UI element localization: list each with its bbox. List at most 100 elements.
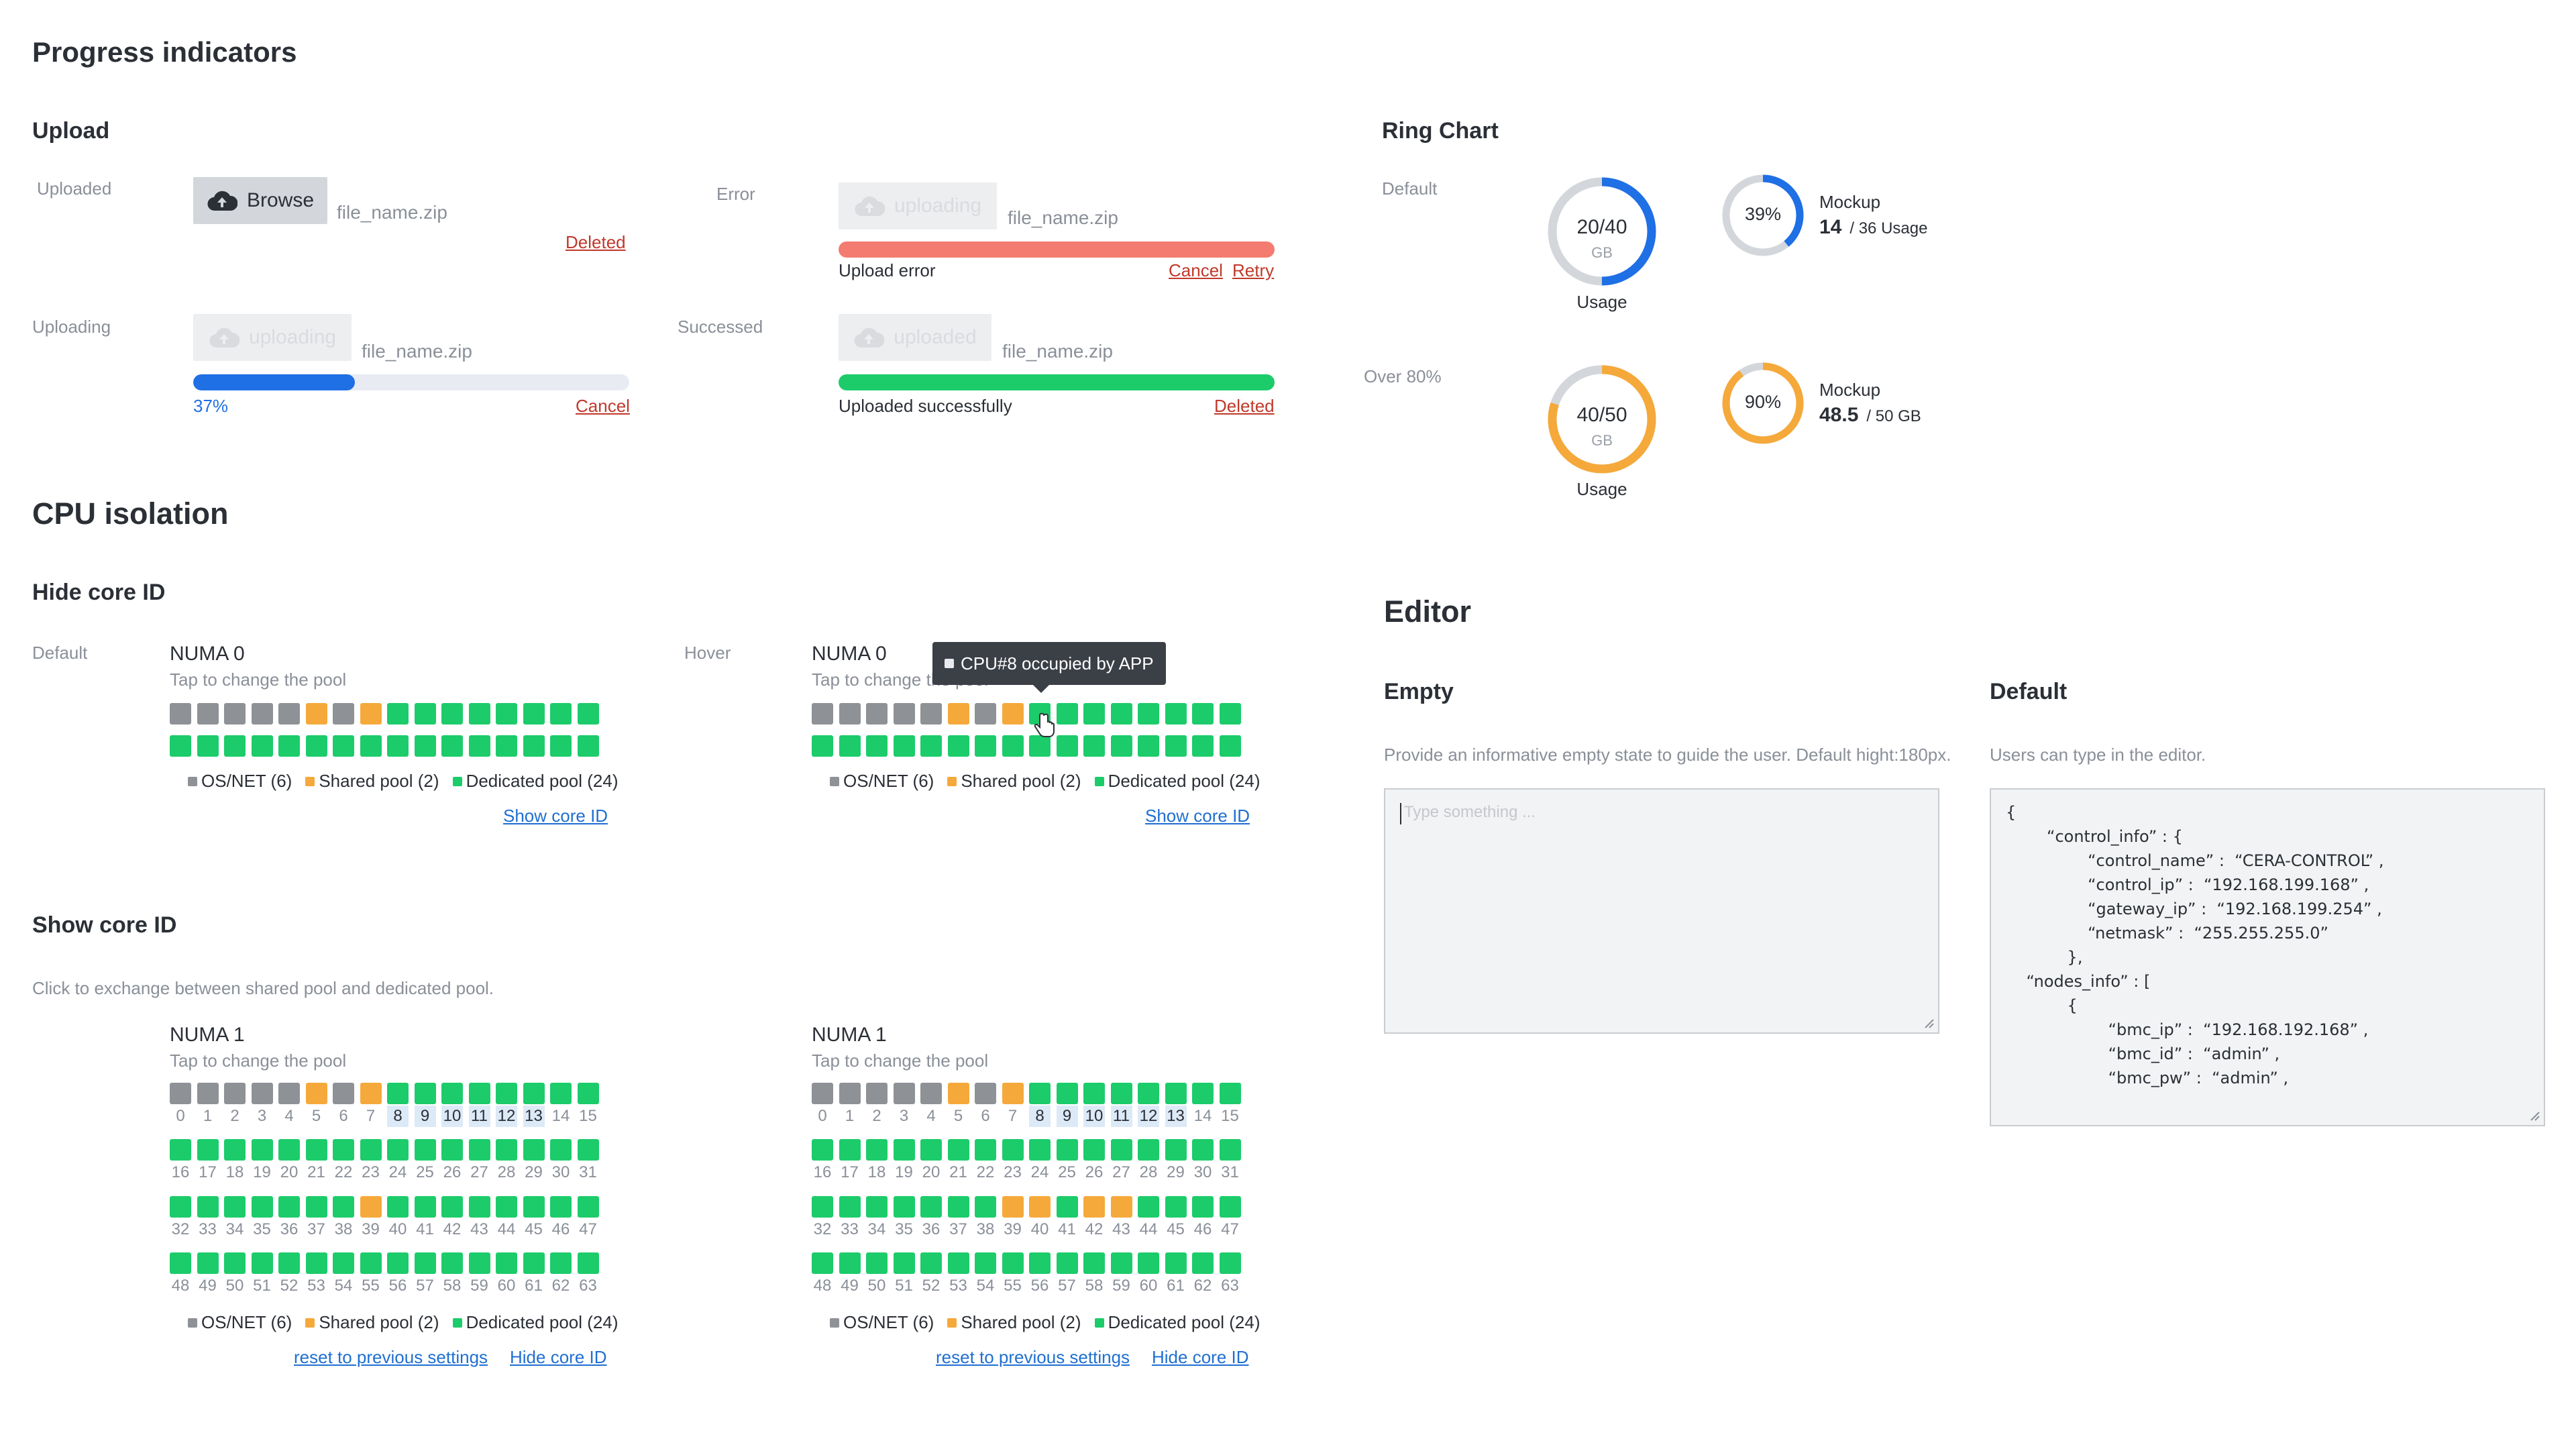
uploaded-delete-link[interactable]: Deleted <box>566 232 626 252</box>
reset-settings-link[interactable]: reset to previous settings <box>294 1347 488 1367</box>
cpu-core-dedicated[interactable] <box>1029 1139 1051 1161</box>
cpu-core-dedicated[interactable] <box>468 1083 490 1104</box>
cpu-core-dedicated[interactable] <box>1110 703 1132 724</box>
numa0-hover-cpu-grid-row2[interactable] <box>812 735 1241 757</box>
cpu-core-dedicated[interactable] <box>1219 1083 1241 1104</box>
cpu-core-dedicated[interactable] <box>1165 1083 1187 1104</box>
cpu-core-dedicated[interactable] <box>812 1196 833 1218</box>
cpu-core-dedicated[interactable] <box>1219 1139 1241 1161</box>
cpu-core-dedicated[interactable] <box>866 1196 888 1218</box>
cpu-core-os[interactable] <box>333 1083 354 1104</box>
cpu-core-dedicated[interactable] <box>414 1083 436 1104</box>
cpu-core-dedicated[interactable] <box>523 735 545 757</box>
cpu-core-dedicated[interactable] <box>1029 1252 1051 1274</box>
cpu-core-dedicated[interactable] <box>1165 1196 1187 1218</box>
numa1-right-cpu-grid-row1[interactable] <box>812 1083 1241 1104</box>
cpu-core-dedicated[interactable] <box>577 1196 599 1218</box>
cpu-core-dedicated[interactable] <box>197 735 219 757</box>
cpu-core-dedicated[interactable] <box>333 1196 354 1218</box>
cpu-core-dedicated[interactable] <box>441 1083 463 1104</box>
numa1-cpu-grid-row3[interactable] <box>170 1196 599 1218</box>
cpu-core-dedicated[interactable] <box>496 1139 517 1161</box>
error-retry-link[interactable]: Retry <box>1232 260 1275 280</box>
cpu-core-shared[interactable] <box>1110 1196 1132 1218</box>
cpu-core-dedicated[interactable] <box>170 1139 191 1161</box>
cpu-core-dedicated[interactable] <box>468 1139 490 1161</box>
cpu-core-dedicated[interactable] <box>360 735 382 757</box>
cpu-core-dedicated[interactable] <box>1192 1196 1214 1218</box>
cpu-core-dedicated[interactable] <box>975 735 996 757</box>
cpu-core-dedicated[interactable] <box>1192 735 1214 757</box>
cpu-core-dedicated[interactable] <box>1138 1196 1159 1218</box>
cpu-core-dedicated[interactable] <box>387 735 409 757</box>
cpu-core-dedicated[interactable] <box>468 1196 490 1218</box>
cpu-core-dedicated[interactable] <box>1110 1083 1132 1104</box>
cpu-core-dedicated[interactable] <box>1056 1139 1078 1161</box>
numa0-cpu-grid-row2[interactable] <box>170 735 599 757</box>
cpu-core-dedicated[interactable] <box>812 1252 833 1274</box>
cpu-core-dedicated[interactable] <box>577 1252 599 1274</box>
cpu-core-dedicated[interactable] <box>496 1083 517 1104</box>
cpu-core-dedicated[interactable] <box>360 1139 382 1161</box>
cpu-core-shared[interactable] <box>360 703 382 724</box>
cpu-core-dedicated[interactable] <box>550 703 572 724</box>
cpu-core-os[interactable] <box>224 703 246 724</box>
numa1-right-cpu-grid-row2[interactable] <box>812 1139 1241 1161</box>
cpu-core-dedicated[interactable] <box>550 1196 572 1218</box>
cpu-core-dedicated[interactable] <box>278 735 300 757</box>
cpu-core-dedicated[interactable] <box>333 1139 354 1161</box>
cpu-core-os[interactable] <box>197 1083 219 1104</box>
cpu-core-dedicated[interactable] <box>414 1252 436 1274</box>
cpu-core-shared[interactable] <box>1083 1196 1105 1218</box>
cpu-core-dedicated[interactable] <box>224 1139 246 1161</box>
cpu-core-shared[interactable] <box>360 1083 382 1104</box>
cpu-core-dedicated[interactable] <box>839 735 861 757</box>
cpu-core-dedicated[interactable] <box>251 1139 273 1161</box>
cpu-core-shared[interactable] <box>305 703 327 724</box>
cpu-core-os[interactable] <box>866 1083 888 1104</box>
cpu-core-os[interactable] <box>975 1083 996 1104</box>
cpu-core-dedicated[interactable] <box>975 1252 996 1274</box>
cpu-core-dedicated[interactable] <box>550 735 572 757</box>
cpu-core-dedicated[interactable] <box>1083 1139 1105 1161</box>
cpu-core-dedicated[interactable] <box>920 735 942 757</box>
cpu-core-dedicated[interactable] <box>170 735 191 757</box>
cpu-core-dedicated[interactable] <box>414 703 436 724</box>
cpu-core-dedicated[interactable] <box>1083 703 1105 724</box>
numa0-cpu-grid-row1[interactable] <box>170 703 599 724</box>
cpu-core-dedicated[interactable] <box>414 1139 436 1161</box>
cpu-core-os[interactable] <box>170 1083 191 1104</box>
cpu-core-dedicated[interactable] <box>893 1196 915 1218</box>
cpu-core-shared[interactable] <box>1002 1083 1024 1104</box>
cpu-core-dedicated[interactable] <box>920 1139 942 1161</box>
cpu-core-os[interactable] <box>866 703 888 724</box>
cpu-core-os[interactable] <box>920 1083 942 1104</box>
cpu-core-dedicated[interactable] <box>523 1252 545 1274</box>
cpu-core-os[interactable] <box>251 703 273 724</box>
cpu-core-dedicated[interactable] <box>523 1196 545 1218</box>
cpu-core-dedicated[interactable] <box>1219 1252 1241 1274</box>
cpu-core-os[interactable] <box>920 703 942 724</box>
cpu-core-dedicated[interactable] <box>1165 1252 1187 1274</box>
cpu-core-dedicated[interactable] <box>550 1139 572 1161</box>
cpu-core-shared[interactable] <box>947 1083 969 1104</box>
cpu-core-dedicated[interactable] <box>893 1252 915 1274</box>
cpu-core-shared[interactable] <box>947 703 969 724</box>
cpu-core-dedicated[interactable] <box>305 1196 327 1218</box>
cpu-core-dedicated[interactable] <box>278 1252 300 1274</box>
browse-button[interactable]: Browse <box>193 177 327 224</box>
cpu-core-dedicated[interactable] <box>1002 1139 1024 1161</box>
cpu-core-dedicated[interactable] <box>920 1252 942 1274</box>
cpu-core-dedicated[interactable] <box>866 1252 888 1274</box>
cpu-core-dedicated[interactable] <box>1056 1196 1078 1218</box>
cpu-core-dedicated[interactable] <box>1110 1139 1132 1161</box>
cpu-core-dedicated[interactable] <box>893 735 915 757</box>
cpu-core-dedicated[interactable] <box>1029 735 1051 757</box>
cpu-core-dedicated[interactable] <box>893 1139 915 1161</box>
cpu-core-dedicated[interactable] <box>1138 1252 1159 1274</box>
cpu-core-dedicated[interactable] <box>839 1252 861 1274</box>
cpu-core-dedicated[interactable] <box>251 1252 273 1274</box>
cpu-core-shared[interactable] <box>1002 703 1024 724</box>
cpu-core-dedicated[interactable] <box>1165 1139 1187 1161</box>
cpu-core-shared[interactable] <box>305 1083 327 1104</box>
